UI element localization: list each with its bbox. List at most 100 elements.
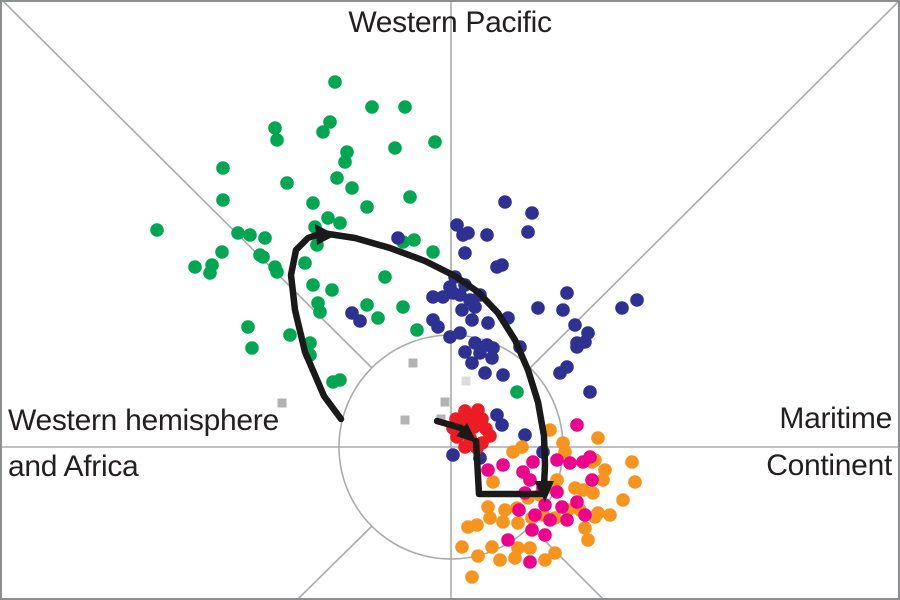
marker-dot xyxy=(486,475,500,489)
marker-dot xyxy=(550,485,564,499)
marker-dot xyxy=(498,503,512,517)
marker-dot xyxy=(570,340,584,354)
marker-dot xyxy=(578,508,592,522)
marker-dot xyxy=(270,133,284,147)
marker-dot xyxy=(538,498,552,512)
marker-dot xyxy=(523,473,537,487)
marker-dot xyxy=(523,541,537,555)
diagonal-top-left xyxy=(1,0,373,369)
marker-dot xyxy=(345,181,359,195)
marker-dot xyxy=(245,341,259,355)
marker-dot xyxy=(465,313,479,327)
marker-dot xyxy=(426,290,440,304)
marker-dot xyxy=(526,455,540,469)
marker-dot xyxy=(523,555,537,569)
marker-dot xyxy=(615,301,629,315)
marker-dot xyxy=(581,533,595,547)
marker-dot xyxy=(480,228,494,242)
marker-dot xyxy=(280,176,294,190)
marker-dot xyxy=(203,266,217,280)
marker-dot xyxy=(630,293,644,307)
series-light-square xyxy=(461,376,471,386)
marker-dot xyxy=(493,553,507,567)
marker-dot xyxy=(360,298,374,312)
trajectory xyxy=(287,224,554,502)
marker-dot xyxy=(353,314,367,328)
diagonal-top-right xyxy=(529,1,899,369)
marker-dot xyxy=(528,508,542,522)
marker-dot xyxy=(591,431,605,445)
marker-dot xyxy=(481,500,495,514)
marker-dot xyxy=(426,245,440,259)
marker-dot xyxy=(268,121,282,135)
label-maritime-continent-line1: Maritime xyxy=(779,402,892,435)
diagonal-bottom-left xyxy=(296,525,373,600)
marker-dot xyxy=(511,516,525,530)
marker-dot xyxy=(543,513,557,527)
marker-dot xyxy=(481,463,495,477)
marker-dot xyxy=(283,328,297,342)
marker-dot xyxy=(450,218,464,232)
series-blue-dots xyxy=(345,195,644,465)
marker-dot xyxy=(215,245,229,259)
marker-square xyxy=(461,376,471,386)
marker-dot xyxy=(365,100,379,114)
marker-dot xyxy=(496,368,510,382)
marker-dot xyxy=(625,455,639,469)
marker-dot xyxy=(458,345,472,359)
marker-dot xyxy=(576,455,590,469)
marker-dot xyxy=(481,316,495,330)
marker-dot xyxy=(478,366,492,380)
marker-dot xyxy=(518,428,532,442)
marker-dot xyxy=(258,231,272,245)
marker-dot xyxy=(410,323,424,337)
marker-dot xyxy=(583,385,597,399)
marker-dot xyxy=(325,283,339,297)
marker-dot xyxy=(570,495,584,509)
marker-dot xyxy=(378,270,392,284)
marker-dot xyxy=(461,520,475,534)
marker-dot xyxy=(508,551,522,565)
marker-dot xyxy=(216,193,230,207)
marker-dot xyxy=(455,540,469,554)
marker-dot xyxy=(465,570,479,584)
marker-dot xyxy=(328,75,342,89)
marker-dot xyxy=(560,286,574,300)
marker-dot xyxy=(458,246,472,260)
marker-dot xyxy=(473,346,487,360)
series-gray-squares xyxy=(277,358,450,425)
marker-square xyxy=(440,397,450,407)
marker-dot xyxy=(556,303,570,317)
marker-dot xyxy=(391,231,405,245)
marker-dot xyxy=(330,171,344,185)
marker-dot xyxy=(313,305,327,319)
marker-dot xyxy=(326,375,340,389)
marker-dot xyxy=(403,190,417,204)
marker-square xyxy=(400,415,410,425)
marker-square xyxy=(277,398,287,408)
marker-dot xyxy=(468,300,482,314)
marker-dot xyxy=(578,521,592,535)
marker-dot xyxy=(498,195,512,209)
trajectory-main-loop xyxy=(287,229,549,490)
marker-dot xyxy=(428,135,442,149)
marker-dot xyxy=(586,486,600,500)
marker-dot xyxy=(256,250,270,264)
marker-dot xyxy=(616,493,630,507)
marker-dot xyxy=(398,100,412,114)
label-western-hemisphere-line2: and Africa xyxy=(8,450,139,483)
marker-dot xyxy=(506,445,520,459)
label-western-pacific: Western Pacific xyxy=(348,6,552,39)
marker-dot xyxy=(388,141,402,155)
label-western-hemisphere-line1: Western hemisphere xyxy=(8,404,279,437)
marker-dot xyxy=(570,418,584,432)
marker-dot xyxy=(446,448,460,462)
marker-dot xyxy=(323,115,337,129)
marker-dot xyxy=(512,503,526,517)
marker-dot xyxy=(316,125,330,139)
marker-dot xyxy=(496,515,510,529)
marker-dot xyxy=(407,233,421,247)
marker-dot xyxy=(548,546,562,560)
